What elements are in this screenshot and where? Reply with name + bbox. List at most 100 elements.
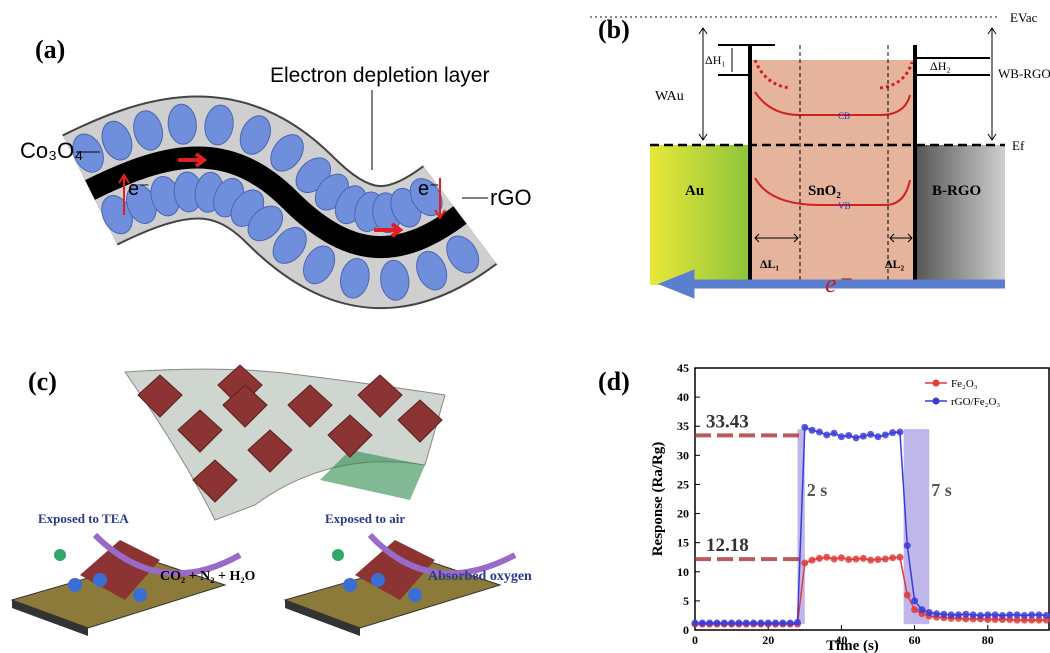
brgo-label: B-RGO: [932, 183, 981, 199]
data-point: [823, 553, 831, 561]
span-label: 7 s: [931, 480, 952, 500]
particle: [340, 257, 370, 299]
data-point: [720, 619, 728, 627]
bend: [753, 59, 791, 90]
data-point: [801, 559, 809, 567]
particle: [270, 134, 304, 172]
data-point: [772, 619, 780, 627]
y-tick-label: 25: [677, 477, 689, 491]
oxygen: [408, 588, 422, 602]
y-tick-label: 0: [683, 623, 689, 637]
crystal: [397, 399, 443, 443]
data-point: [881, 431, 889, 439]
y-tick-label: 10: [677, 565, 689, 579]
data-point: [940, 610, 948, 618]
y-tick-label: 5: [683, 594, 689, 608]
plot-frame: [694, 367, 1050, 631]
arrow: [178, 152, 208, 168]
data-point: [1020, 611, 1028, 619]
panel-c: (c) Exposed to TEA CO₂ + N₂ + H₂O Expose…: [10, 364, 532, 636]
data-point: [881, 555, 889, 563]
particle: [204, 104, 234, 146]
data-point: [823, 431, 831, 439]
particle: [167, 103, 197, 145]
dl2-label: ΔL₂: [885, 257, 905, 271]
data-point: [1006, 611, 1014, 619]
particle: [101, 120, 133, 161]
x-tick-label: 80: [982, 633, 994, 647]
data-point: [691, 619, 699, 627]
data-point: [998, 611, 1006, 619]
data-point: [1013, 611, 1021, 619]
brgo-block: [915, 145, 1005, 285]
particle: [239, 115, 271, 155]
data-point: [793, 618, 801, 626]
tea-label: Exposed to TEA: [38, 511, 129, 526]
reference-label: 33.43: [706, 411, 749, 432]
data-point: [955, 611, 963, 619]
data-point: [786, 619, 794, 627]
oxygen: [93, 573, 107, 587]
products-label: CO₂ + N₂ + H₂O: [160, 569, 256, 584]
data-point: [1028, 611, 1036, 619]
evac-label: EVac: [1010, 10, 1038, 25]
data-point: [867, 430, 875, 438]
data-point: [801, 423, 809, 431]
legend-label: rGO/Fe₂O₃: [951, 396, 1000, 408]
crystal: [287, 384, 333, 428]
data-point: [859, 554, 867, 562]
cb-label: CB: [838, 111, 850, 121]
sheet-edge: [320, 450, 425, 500]
data-point: [713, 619, 721, 627]
data-point: [933, 610, 941, 618]
data-point: [706, 619, 714, 627]
data-point: [903, 542, 911, 550]
co3o4-label: Co₃O₄: [20, 138, 83, 163]
data-point: [815, 428, 823, 436]
arrow: [698, 27, 708, 141]
data-point: [779, 619, 787, 627]
data-point: [1035, 611, 1043, 619]
particle: [416, 250, 448, 291]
y-tick-label: 30: [677, 448, 689, 462]
legend-label: Fe₂O₃: [951, 378, 978, 390]
data-point: [735, 619, 743, 627]
vb-label: VB: [838, 201, 851, 211]
sno2-block: [750, 60, 915, 285]
span-label: 2 s: [807, 480, 828, 500]
legend-marker: [932, 379, 940, 387]
arrow: [374, 222, 404, 238]
data-point: [845, 556, 853, 564]
data-point: [903, 591, 911, 599]
data-point: [757, 619, 765, 627]
flow-arrow: [367, 532, 517, 577]
vb-band: [754, 177, 911, 206]
arrow: [889, 233, 913, 243]
flow-arrow: [92, 532, 242, 577]
data-point: [874, 556, 882, 564]
au-block: [650, 145, 750, 285]
data-point: [852, 434, 860, 442]
data-point: [911, 597, 919, 605]
rgo-line: [85, 146, 467, 259]
x-axis-label: Time (s): [826, 638, 879, 653]
data-point: [837, 554, 845, 562]
x-tick-label: 20: [762, 633, 774, 647]
crystal: [222, 384, 268, 428]
panel-label: (d): [598, 367, 630, 396]
data-point: [1028, 616, 1036, 624]
data-point: [911, 606, 919, 614]
data-point: [976, 611, 984, 619]
reference-label: 12.18: [706, 535, 749, 556]
electron-label: e⁻: [825, 269, 853, 298]
particle: [72, 133, 104, 173]
air-label: Exposed to air: [325, 511, 405, 526]
depletion-label: Electron depletion layer: [270, 64, 489, 87]
particle: [133, 110, 164, 151]
data-point: [808, 426, 816, 434]
y-tick-label: 20: [677, 507, 689, 521]
rgo-label: rGO: [490, 185, 532, 210]
electron-arrow: [657, 269, 1005, 299]
molecule: [332, 549, 344, 561]
